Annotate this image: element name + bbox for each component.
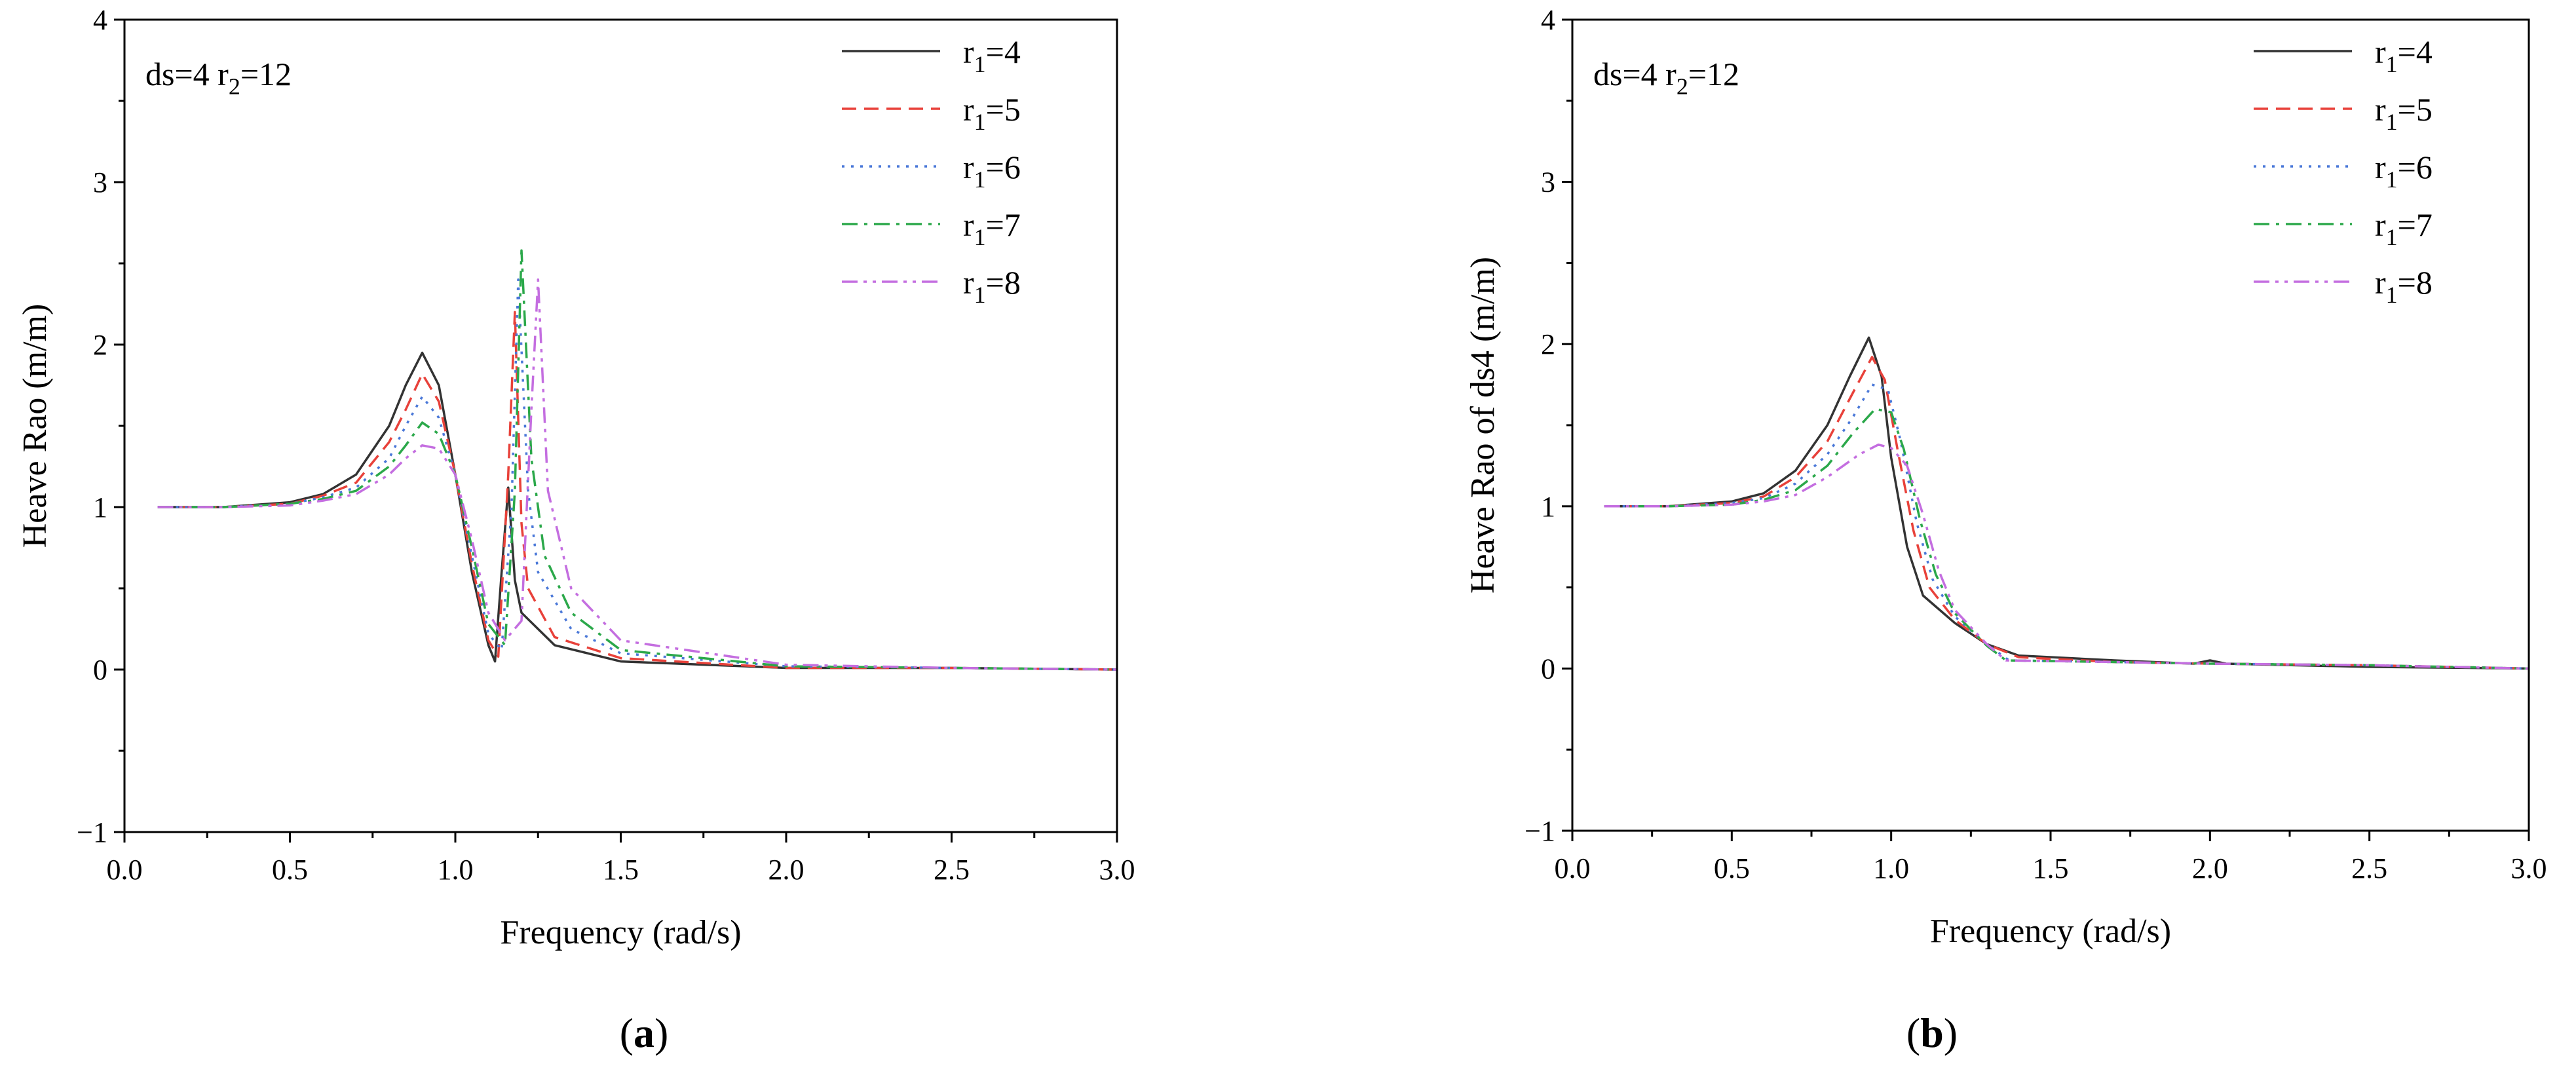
- series-line-r1-8: [157, 278, 1117, 671]
- chart-panel-a: 0.0 0.5 1.0 1.5 2.0 2.5 3.0 −1 0 1 2 3 4 Frequency (r…: [16, 4, 1135, 1056]
- y-tick-label: 3: [93, 166, 107, 199]
- series-line-r1-5: [157, 311, 1117, 671]
- legend-label: r1=5: [963, 91, 1021, 135]
- x-tick-label: 1.5: [2033, 852, 2069, 884]
- y-tick-label: 2: [93, 329, 107, 361]
- series-line-r1-6: [1604, 383, 2529, 670]
- y-tick-label: 1: [93, 491, 107, 523]
- x-axis-label: Frequency (rad/s): [1930, 913, 2171, 950]
- y-tick-label: 1: [1541, 491, 1555, 523]
- series-line-r1-7: [157, 249, 1117, 671]
- legend-label: r1=4: [963, 33, 1021, 77]
- chart-b-svg: 0.0 0.5 1.0 1.5 2.0 2.5 3.0 −1 0 1 2 3 4 Frequency (r…: [1464, 4, 2547, 950]
- x-tick-label: 0.5: [272, 854, 308, 886]
- series-line-r1-8: [1604, 443, 2529, 670]
- annotation-ds-r2: ds=4 r2=12: [1593, 56, 1739, 100]
- y-tick-label: 0: [93, 654, 107, 686]
- x-tick-label: 2.5: [2351, 852, 2387, 884]
- x-tick-label: 0.0: [1555, 852, 1591, 884]
- annotation-ds-r2: ds=4 r2=12: [145, 56, 292, 100]
- plot-frame: [123, 18, 1118, 833]
- legend-label: r1=8: [2375, 264, 2433, 308]
- legend-label: r1=7: [2375, 206, 2433, 250]
- legend-label: r1=6: [2375, 149, 2433, 193]
- x-tick-label: 1.0: [438, 854, 474, 886]
- x-tick-label: 1.0: [1873, 852, 1909, 884]
- series-group: [1604, 336, 2529, 670]
- legend-label: r1=8: [963, 264, 1021, 308]
- y-tick-label: 2: [1541, 328, 1555, 360]
- series-line-r1-5: [1604, 356, 2529, 670]
- x-tick-label: 3.0: [2511, 852, 2547, 884]
- x-tick-label: 2.0: [2192, 852, 2228, 884]
- y-axis-label: Heave Rao of ds4 (m/m): [1464, 257, 1502, 594]
- x-tick-label: 0.5: [1714, 852, 1750, 884]
- y-tick-label: 4: [1541, 4, 1555, 36]
- caption-a: (a): [619, 1010, 669, 1056]
- series-group: [157, 249, 1117, 671]
- y-tick-label: 4: [93, 4, 107, 36]
- series-line-r1-4: [1604, 336, 2529, 670]
- legend-label: r1=7: [963, 206, 1021, 250]
- caption-b: (b): [1906, 1010, 1958, 1056]
- series-line-r1-4: [157, 351, 1117, 671]
- x-tick-label: 0.0: [107, 854, 143, 886]
- x-tick-label: 3.0: [1099, 854, 1135, 886]
- legend-label: r1=5: [2375, 91, 2433, 135]
- x-tick-label: 2.0: [768, 854, 805, 886]
- x-axis-label: Frequency (rad/s): [500, 914, 741, 951]
- chart-a-svg: 0.0 0.5 1.0 1.5 2.0 2.5 3.0 −1 0 1 2 3 4 Frequency (r…: [16, 4, 1135, 951]
- plot-frame: [1571, 18, 2530, 832]
- chart-panel-b: 0.0 0.5 1.0 1.5 2.0 2.5 3.0 −1 0 1 2 3 4 Frequency (r…: [1288, 0, 2576, 1081]
- x-tick-label: 2.5: [934, 854, 970, 886]
- series-line-r1-7: [1604, 408, 2529, 670]
- caption-a-letter: a: [634, 1010, 654, 1056]
- y-tick-label: −1: [77, 816, 107, 848]
- y-tick-label: 3: [1541, 166, 1555, 199]
- y-tick-label: 0: [1541, 653, 1555, 685]
- y-tick-label: −1: [1525, 815, 1555, 847]
- series-line-r1-6: [157, 278, 1117, 671]
- x-tick-label: 1.5: [603, 854, 639, 886]
- caption-b-letter: b: [1920, 1010, 1944, 1056]
- y-axis-label: Heave Rao (m/m): [16, 304, 54, 548]
- legend-label: r1=4: [2375, 33, 2433, 77]
- legend-label: r1=6: [963, 149, 1021, 193]
